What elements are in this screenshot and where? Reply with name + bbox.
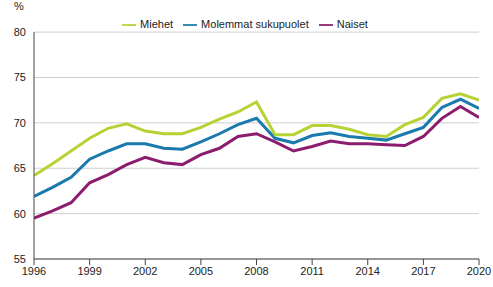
svg-text:2005: 2005 xyxy=(189,265,213,277)
svg-text:2002: 2002 xyxy=(133,265,157,277)
svg-text:55: 55 xyxy=(14,253,26,265)
svg-text:70: 70 xyxy=(14,117,26,129)
svg-text:60: 60 xyxy=(14,208,26,220)
svg-text:2014: 2014 xyxy=(356,265,380,277)
svg-text:80: 80 xyxy=(14,26,26,38)
svg-text:1996: 1996 xyxy=(22,265,46,277)
svg-text:2020: 2020 xyxy=(467,265,485,277)
svg-text:2008: 2008 xyxy=(244,265,268,277)
svg-text:75: 75 xyxy=(14,71,26,83)
html-text:Naiset: Naiset xyxy=(336,18,368,30)
svg-text:2011: 2011 xyxy=(300,265,324,277)
svg-text:65: 65 xyxy=(14,162,26,174)
svg-text:1999: 1999 xyxy=(77,265,101,277)
html-text:Miehet: Miehet xyxy=(140,18,174,30)
html-text:Molemmat sukupuolet: Molemmat sukupuolet xyxy=(201,18,309,30)
svg-text:2017: 2017 xyxy=(411,265,435,277)
